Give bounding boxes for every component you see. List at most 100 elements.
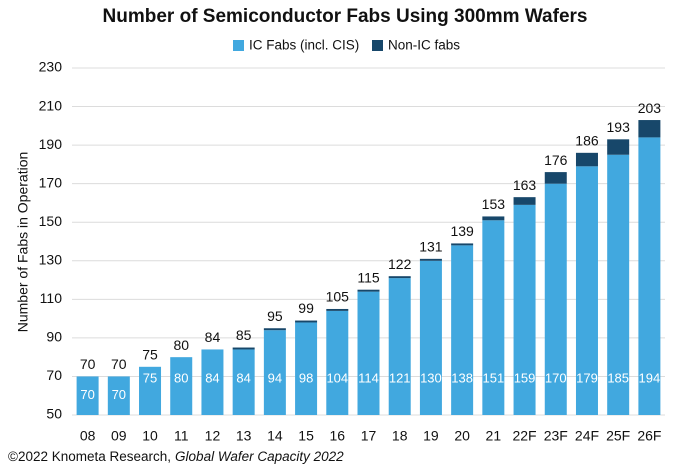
x-tick-label: 13 [236, 428, 252, 444]
bar-value-label: 94 [268, 370, 282, 385]
bar-segment [263, 330, 286, 415]
total-label: 84 [205, 329, 221, 345]
bar-segment [419, 258, 442, 261]
y-tick-label: 230 [39, 59, 63, 75]
bar-segment [76, 376, 99, 415]
legend-swatch [233, 40, 244, 51]
legend-label: Non-IC fabs [388, 38, 460, 53]
y-tick-label: 70 [46, 367, 62, 383]
bar-segment [607, 139, 630, 155]
total-label: 176 [544, 152, 568, 168]
bar-value-label: 130 [420, 370, 442, 385]
x-tick-label: 17 [361, 428, 377, 444]
total-label: 80 [173, 337, 189, 353]
x-tick-label: 12 [205, 428, 221, 444]
x-tick-label: 16 [330, 428, 346, 444]
source-title: Global Wafer Capacity 2022 [175, 449, 344, 464]
bar-value-label: 121 [389, 370, 411, 385]
y-tick-label: 130 [39, 251, 63, 267]
total-label: 203 [638, 100, 662, 116]
total-label: 122 [388, 256, 412, 272]
total-label: 75 [142, 347, 158, 363]
bar-segment [544, 172, 567, 184]
bar-value-label: 159 [514, 370, 536, 385]
total-label: 186 [575, 133, 599, 149]
y-tick-label: 150 [39, 213, 63, 229]
bar-value-label: 114 [358, 370, 379, 385]
x-tick-label: 24F [575, 428, 599, 444]
bar-value-label: 194 [639, 370, 661, 385]
bar-value-label: 151 [482, 370, 504, 385]
bar-value-label: 98 [299, 370, 313, 385]
bar-segment [638, 137, 661, 415]
bar-value-label: 185 [607, 370, 629, 385]
x-tick-label: 14 [267, 428, 283, 444]
bar-segment [295, 322, 318, 415]
x-tick-label: 19 [423, 428, 439, 444]
total-label: 85 [236, 327, 252, 343]
bar-segment [575, 152, 598, 167]
bar-segment [513, 204, 536, 415]
bar-segment [451, 243, 474, 246]
x-tick-label: 22F [512, 428, 536, 444]
bar-segment [544, 183, 567, 415]
x-tick-label: 08 [80, 428, 96, 444]
total-label: 139 [450, 223, 474, 239]
bar-segment [326, 310, 349, 415]
bar-segment [357, 289, 380, 292]
bar-segment [326, 308, 349, 311]
y-axis-label: Number of Fabs in Operation [15, 152, 31, 333]
y-tick-label: 190 [39, 136, 63, 152]
x-tick-label: 21 [486, 428, 502, 444]
bar-segment [607, 154, 630, 415]
chart-title: Number of Semiconductor Fabs Using 300mm… [103, 6, 588, 27]
source: ©2022 Knometa Research, Global Wafer Capa… [8, 449, 344, 464]
bar-segment [295, 320, 318, 323]
bar-segment [263, 328, 286, 331]
x-tick-label: 20 [454, 428, 470, 444]
bar-segment [482, 216, 505, 221]
bar-segment [388, 278, 411, 415]
bar-segment [575, 166, 598, 415]
bar-segment [419, 260, 442, 415]
total-label: 99 [298, 300, 314, 316]
bar-segment [357, 291, 380, 415]
bar-value-label: 104 [326, 370, 348, 385]
bar-segment [139, 366, 162, 415]
total-label: 95 [267, 308, 283, 324]
y-tick-label: 90 [46, 329, 62, 345]
total-label: 153 [482, 196, 506, 212]
x-tick-label: 26F [637, 428, 661, 444]
x-tick-label: 15 [298, 428, 314, 444]
total-label: 70 [80, 356, 96, 372]
bar-segment [201, 349, 224, 415]
x-tick-label: 11 [174, 428, 189, 444]
bar-segment [451, 245, 474, 415]
bar-value-label: 138 [451, 370, 473, 385]
bar-segment [232, 349, 255, 415]
bar-value-label: 179 [576, 370, 598, 385]
total-label: 105 [326, 289, 350, 305]
bar-segment [388, 276, 411, 279]
bar-value-label: 84 [205, 370, 219, 385]
y-tick-label: 110 [40, 290, 63, 306]
x-tick-label: 09 [111, 428, 127, 444]
bar-value-label: 70 [112, 387, 126, 402]
total-label: 163 [513, 177, 537, 193]
legend-swatch [372, 40, 383, 51]
y-tick-label: 210 [39, 97, 63, 113]
bar-segment [513, 197, 536, 205]
total-label: 70 [111, 356, 127, 372]
bar-value-label: 84 [236, 370, 250, 385]
bar-value-label: 70 [80, 387, 94, 402]
x-tick-label: 23F [544, 428, 568, 444]
x-tick-label: 18 [392, 428, 408, 444]
bar-segment [638, 120, 661, 138]
x-tick-label: 25F [606, 428, 630, 444]
bar-segment [170, 357, 193, 415]
bar-value-label: 80 [174, 370, 188, 385]
total-label: 115 [357, 269, 380, 285]
source-prefix: ©2022 Knometa Research, [8, 449, 171, 464]
